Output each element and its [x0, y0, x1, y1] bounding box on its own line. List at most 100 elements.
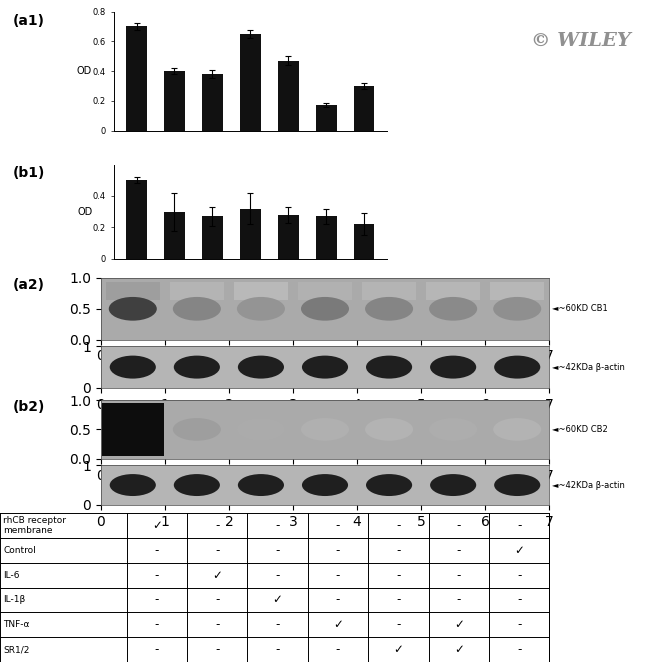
Text: ✓: ✓	[514, 544, 524, 557]
Bar	[234, 282, 288, 300]
Ellipse shape	[174, 355, 220, 379]
Text: -: -	[396, 569, 400, 582]
Text: (a1): (a1)	[13, 14, 45, 28]
Ellipse shape	[301, 297, 349, 320]
Bar	[202, 74, 223, 130]
Text: ✓: ✓	[333, 618, 343, 632]
Text: -: -	[276, 519, 280, 532]
Text: ✓: ✓	[393, 643, 403, 656]
Ellipse shape	[174, 474, 220, 496]
Text: (b2): (b2)	[13, 400, 46, 414]
Bar	[354, 224, 374, 259]
Ellipse shape	[110, 355, 156, 379]
Bar	[126, 26, 147, 130]
Text: -: -	[517, 643, 521, 656]
Bar	[240, 209, 261, 259]
Ellipse shape	[365, 418, 413, 441]
Text: IL-1β: IL-1β	[3, 595, 25, 604]
Text: -: -	[276, 618, 280, 632]
Text: -: -	[456, 569, 461, 582]
Text: -: -	[517, 519, 521, 532]
Bar	[316, 105, 337, 130]
Bar	[362, 282, 416, 300]
Text: ◄~42KDa β-actin: ◄~42KDa β-actin	[552, 363, 625, 371]
Text: -: -	[336, 544, 340, 557]
Ellipse shape	[366, 474, 412, 496]
Ellipse shape	[238, 474, 284, 496]
Ellipse shape	[430, 474, 476, 496]
Bar	[316, 216, 337, 259]
Bar	[164, 71, 185, 130]
Text: -: -	[396, 618, 400, 632]
Bar	[164, 212, 185, 259]
Text: -: -	[276, 544, 280, 557]
Ellipse shape	[494, 355, 540, 379]
Text: -: -	[215, 544, 220, 557]
Ellipse shape	[494, 474, 540, 496]
Bar	[202, 216, 223, 259]
Bar	[106, 282, 160, 300]
Text: ◄~60KD CB1: ◄~60KD CB1	[552, 305, 608, 313]
Text: (a2): (a2)	[13, 278, 45, 292]
Ellipse shape	[173, 418, 221, 441]
Ellipse shape	[493, 297, 541, 320]
Text: -: -	[336, 519, 340, 532]
Text: -: -	[517, 569, 521, 582]
Text: -: -	[155, 569, 159, 582]
Text: -: -	[396, 519, 400, 532]
Bar	[126, 180, 147, 259]
Text: -: -	[215, 618, 220, 632]
Text: rhCB receptor
membrane: rhCB receptor membrane	[3, 516, 66, 535]
Ellipse shape	[301, 418, 349, 441]
Text: -: -	[215, 643, 220, 656]
Ellipse shape	[237, 418, 285, 441]
Ellipse shape	[109, 418, 157, 441]
Y-axis label: OD: OD	[77, 66, 92, 76]
Ellipse shape	[109, 297, 157, 320]
Text: ✓: ✓	[213, 569, 222, 582]
Text: -: -	[336, 593, 340, 606]
Text: -: -	[215, 593, 220, 606]
Bar	[490, 282, 544, 300]
Bar	[102, 403, 164, 456]
Text: ◄~42KDa β-actin: ◄~42KDa β-actin	[552, 481, 625, 490]
Ellipse shape	[430, 355, 476, 379]
Ellipse shape	[173, 297, 221, 320]
Ellipse shape	[429, 418, 477, 441]
Text: -: -	[155, 593, 159, 606]
Text: -: -	[276, 643, 280, 656]
Ellipse shape	[365, 297, 413, 320]
Text: -: -	[276, 569, 280, 582]
Text: IL-6: IL-6	[3, 571, 20, 580]
Bar	[278, 214, 298, 259]
Text: ✓: ✓	[454, 643, 463, 656]
Ellipse shape	[493, 418, 541, 441]
Text: -: -	[336, 569, 340, 582]
Ellipse shape	[302, 355, 348, 379]
Text: -: -	[155, 643, 159, 656]
Ellipse shape	[237, 297, 285, 320]
Bar	[426, 282, 480, 300]
Bar	[170, 282, 224, 300]
Y-axis label: OD: OD	[77, 207, 92, 216]
Text: ✓: ✓	[454, 618, 463, 632]
Text: Control: Control	[3, 545, 36, 555]
Bar	[354, 86, 374, 130]
Text: TNF-α: TNF-α	[3, 620, 30, 630]
Text: -: -	[155, 618, 159, 632]
Ellipse shape	[110, 474, 156, 496]
Bar	[298, 282, 352, 300]
Text: -: -	[517, 593, 521, 606]
Ellipse shape	[429, 297, 477, 320]
Text: -: -	[155, 544, 159, 557]
Ellipse shape	[366, 355, 412, 379]
Text: (b1): (b1)	[13, 166, 46, 180]
Text: ◄~60KD CB2: ◄~60KD CB2	[552, 425, 608, 434]
Text: -: -	[336, 643, 340, 656]
Text: -: -	[456, 593, 461, 606]
Text: -: -	[456, 544, 461, 557]
Text: ✓: ✓	[273, 593, 283, 606]
Bar	[278, 61, 298, 130]
Text: ✓: ✓	[152, 519, 162, 532]
Text: -: -	[396, 544, 400, 557]
